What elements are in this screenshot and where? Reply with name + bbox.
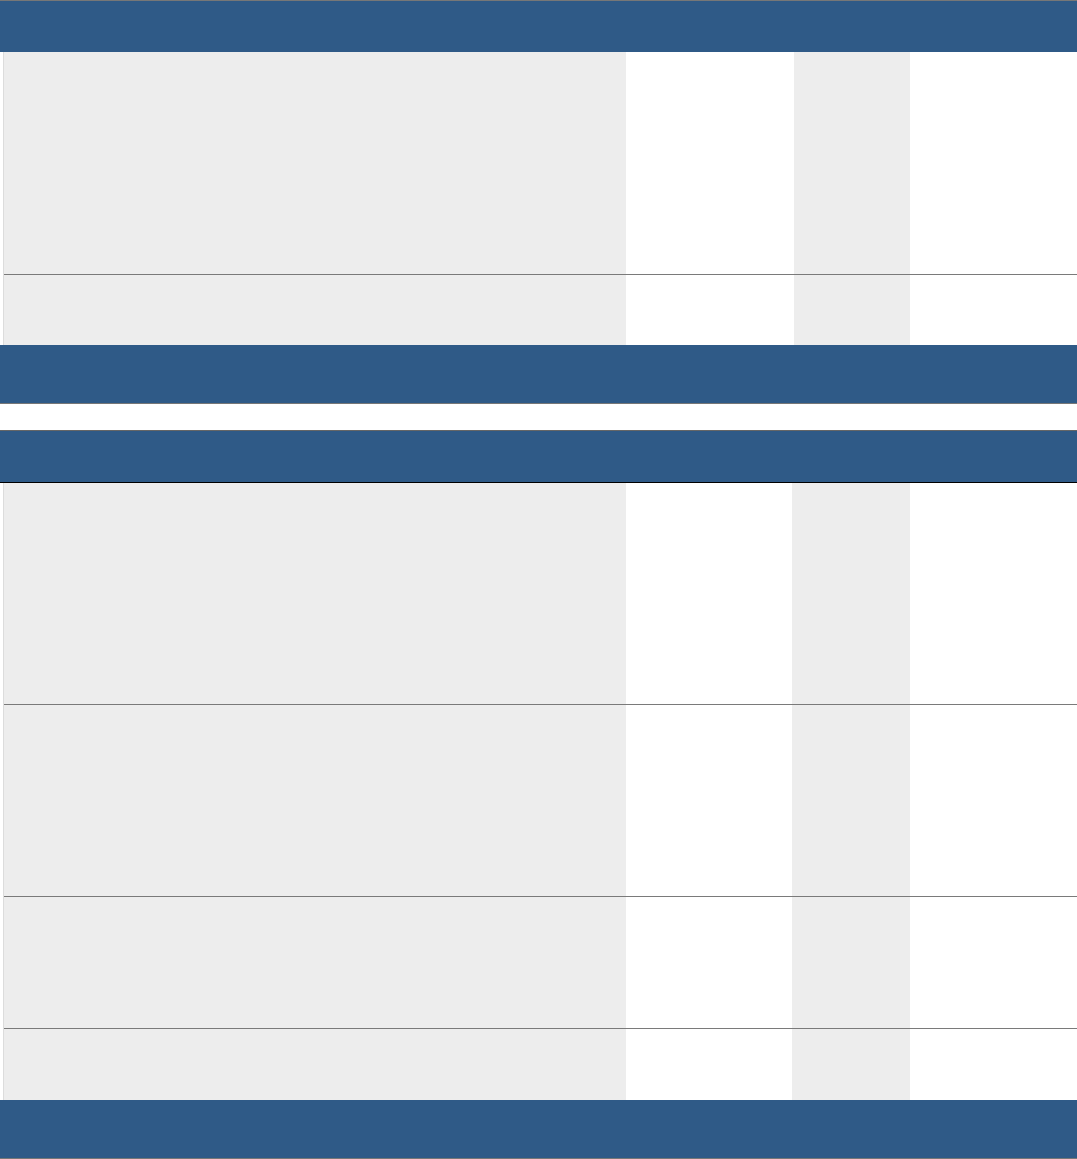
row-divider [4, 704, 1077, 705]
table-row [4, 1029, 1077, 1100]
table-cell [4, 483, 626, 704]
table-cell [910, 897, 1077, 1028]
table-cell [792, 897, 910, 1028]
table-cell [626, 275, 794, 345]
table-header [0, 0, 1077, 52]
table-cell [792, 483, 910, 704]
row-divider [4, 896, 1077, 897]
table-cell [794, 275, 910, 345]
table-cell [910, 275, 1077, 345]
table-cell [4, 1029, 626, 1100]
table-cell [4, 897, 626, 1028]
table-cell [626, 1029, 792, 1100]
table-cell [626, 897, 792, 1028]
row-divider [4, 1028, 1077, 1029]
table-left-border [3, 52, 4, 345]
table-row [4, 897, 1077, 1028]
table-row [4, 705, 1077, 896]
table-cell [792, 1029, 910, 1100]
table-row [4, 483, 1077, 704]
table-row [4, 52, 1077, 274]
table-cell [626, 483, 792, 704]
table-footer [0, 1100, 1077, 1159]
table-cell [4, 275, 626, 345]
table-footer [0, 345, 1077, 404]
table-header [0, 430, 1077, 483]
table-cell [626, 705, 792, 896]
table-cell [626, 52, 794, 274]
table-cell [4, 705, 626, 896]
table-cell [792, 705, 910, 896]
table-cell [910, 705, 1077, 896]
row-divider [4, 274, 1077, 275]
table-left-border [3, 483, 4, 1100]
table-cell [910, 52, 1077, 274]
table-row [4, 275, 1077, 345]
table-cell [794, 52, 910, 274]
table-cell [4, 52, 626, 274]
table-cell [910, 483, 1077, 704]
table-cell [910, 1029, 1077, 1100]
